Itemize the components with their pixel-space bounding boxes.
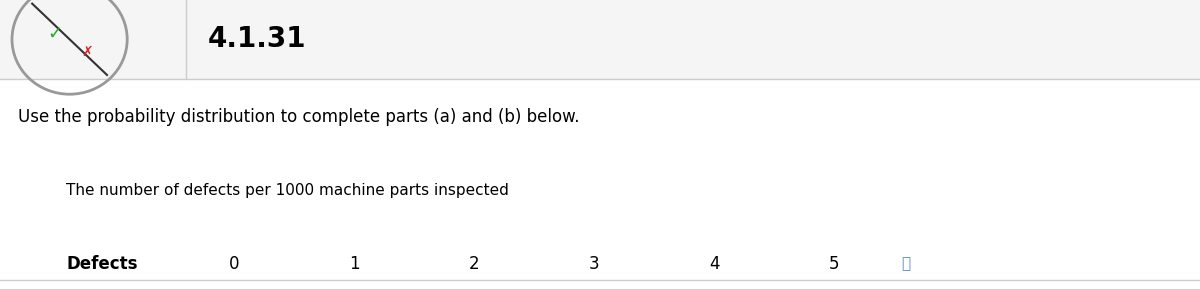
- Text: 4.1.31: 4.1.31: [208, 25, 306, 53]
- Text: Defects: Defects: [66, 255, 138, 273]
- Text: ⧉: ⧉: [901, 256, 911, 271]
- Text: 0: 0: [229, 255, 239, 273]
- Text: 1: 1: [349, 255, 359, 273]
- Text: ✗: ✗: [82, 45, 92, 58]
- Text: ✓: ✓: [48, 25, 62, 43]
- Text: 2: 2: [469, 255, 479, 273]
- FancyBboxPatch shape: [0, 0, 1200, 79]
- Text: Use the probability distribution to complete parts (a) and (b) below.: Use the probability distribution to comp…: [18, 108, 580, 125]
- Text: 4: 4: [709, 255, 719, 273]
- Text: 3: 3: [589, 255, 599, 273]
- Text: 5: 5: [829, 255, 839, 273]
- Text: The number of defects per 1000 machine parts inspected: The number of defects per 1000 machine p…: [66, 183, 509, 198]
